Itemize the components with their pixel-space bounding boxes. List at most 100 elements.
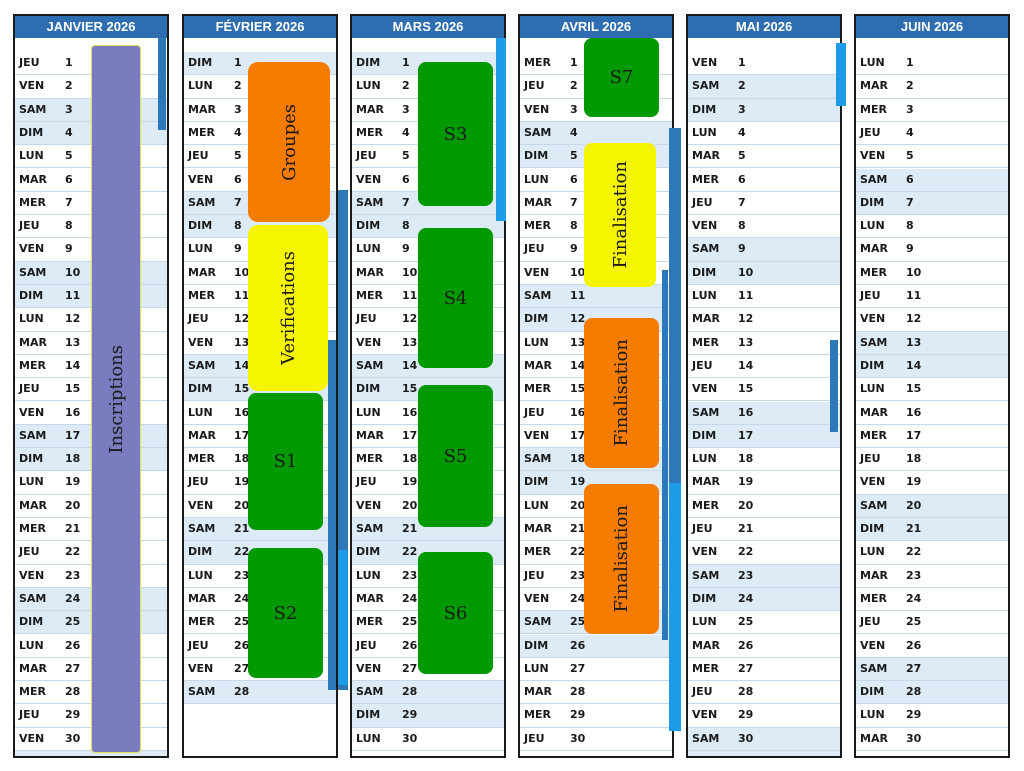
day-name: DIM xyxy=(19,289,44,302)
session-s7-block: S7 xyxy=(584,38,659,117)
day-name: LUN xyxy=(19,638,44,652)
day-name: SAM xyxy=(19,265,47,279)
day-row: JEU 11 xyxy=(856,285,1008,309)
day-number: 6 xyxy=(234,172,242,186)
day-name: MAR xyxy=(356,591,384,605)
day-number: 16 xyxy=(906,405,922,419)
day-number: 20 xyxy=(738,498,754,512)
day-name: MER xyxy=(692,335,719,349)
day-row: DIM 7 xyxy=(856,191,1008,216)
month-header: JANVIER 2026 xyxy=(15,16,167,38)
day-row: MER 10 xyxy=(856,262,1008,285)
day-name: MAR xyxy=(356,265,384,279)
day-number: 8 xyxy=(738,219,746,233)
day-number: 15 xyxy=(570,382,586,396)
session-s6-label: S6 xyxy=(443,602,468,624)
day-number: 9 xyxy=(570,242,578,256)
day-name: MAR xyxy=(19,172,47,186)
day-name: VEN xyxy=(188,498,214,512)
day-name: MER xyxy=(188,125,215,139)
day-number: 23 xyxy=(738,568,754,582)
day-number: 17 xyxy=(570,428,586,442)
day-name: LUN xyxy=(19,149,44,163)
day-number: 3 xyxy=(570,102,578,116)
day-name: MER xyxy=(860,265,887,279)
day-number: 3 xyxy=(402,102,410,116)
day-number: 7 xyxy=(65,195,73,209)
day-name: SAM xyxy=(860,661,888,675)
day-number: 6 xyxy=(570,172,578,186)
day-name: DIM xyxy=(524,475,549,489)
day-name: MER xyxy=(188,452,215,466)
inscriptions-label: Inscriptions xyxy=(105,344,127,454)
week-bar xyxy=(328,340,336,690)
day-name: VEN xyxy=(860,149,886,163)
week-bar xyxy=(338,550,348,685)
groupes-block: Groupes xyxy=(248,62,330,222)
day-row: DIM 29 xyxy=(352,704,504,728)
day-number: 9 xyxy=(65,242,73,256)
day-name: VEN xyxy=(524,265,550,279)
day-name: MER xyxy=(692,498,719,512)
day-row: MER 20 xyxy=(688,495,840,518)
day-number: 15 xyxy=(65,382,81,396)
day-name: MER xyxy=(524,56,551,69)
session-s2-label: S2 xyxy=(273,602,298,624)
day-number: 1 xyxy=(906,56,914,69)
day-number: 26 xyxy=(234,638,250,652)
day-number: 10 xyxy=(234,265,250,279)
session-s2-block: S2 xyxy=(248,548,323,678)
day-number: 2 xyxy=(65,79,73,93)
day-number: 13 xyxy=(738,335,754,349)
day-number: 26 xyxy=(570,638,586,652)
day-name: MAR xyxy=(188,265,216,279)
day-number: 21 xyxy=(234,522,250,535)
day-row: LUN 15 xyxy=(856,378,1008,402)
day-name: DIM xyxy=(356,382,381,396)
day-name: MAR xyxy=(860,79,888,93)
day-number: 25 xyxy=(234,615,250,629)
day-name: MER xyxy=(19,685,46,699)
day-row: DIM 14 xyxy=(856,354,1008,379)
day-name: MER xyxy=(692,661,719,675)
day-name: SAM xyxy=(692,731,720,745)
day-name: LUN xyxy=(356,242,381,256)
day-name: JEU xyxy=(19,382,40,396)
day-number: 18 xyxy=(402,452,418,466)
day-name: JEU xyxy=(524,405,545,419)
day-number: 18 xyxy=(234,452,250,466)
day-name: JEU xyxy=(860,452,881,466)
day-number: 15 xyxy=(906,382,922,396)
day-number: 28 xyxy=(234,685,250,699)
day-name: DIM xyxy=(356,219,381,233)
day-row: VEN 27 xyxy=(352,658,504,682)
day-number: 9 xyxy=(234,242,242,256)
day-number: 23 xyxy=(570,568,586,582)
day-number: 21 xyxy=(570,522,586,535)
session-s4-label: S4 xyxy=(443,287,468,309)
day-number: 16 xyxy=(402,405,418,419)
day-number: 10 xyxy=(738,265,754,279)
week-bar xyxy=(338,190,348,690)
inscriptions-block: Inscriptions xyxy=(91,45,141,753)
day-number: 11 xyxy=(65,289,81,302)
day-name: LUN xyxy=(860,219,885,233)
day-name: JEU xyxy=(356,638,377,652)
day-number: 4 xyxy=(234,125,242,139)
day-number: 2 xyxy=(234,79,242,93)
finalisation-label: Finalisation xyxy=(611,339,632,447)
session-s1-block: S1 xyxy=(248,393,323,530)
day-number: 24 xyxy=(906,591,922,605)
day-name: MAR xyxy=(356,755,384,756)
day-number: 15 xyxy=(738,382,754,396)
day-number: 22 xyxy=(570,545,586,559)
day-name: SAM xyxy=(356,685,384,699)
day-number: 21 xyxy=(402,522,418,535)
day-name: LUN xyxy=(524,172,549,186)
day-name: DIM xyxy=(356,545,381,559)
day-number: 8 xyxy=(65,219,73,233)
day-number: 19 xyxy=(402,475,418,489)
day-number: 4 xyxy=(906,125,914,139)
day-name: VEN xyxy=(356,335,382,349)
day-row: JEU 7 xyxy=(688,192,840,216)
